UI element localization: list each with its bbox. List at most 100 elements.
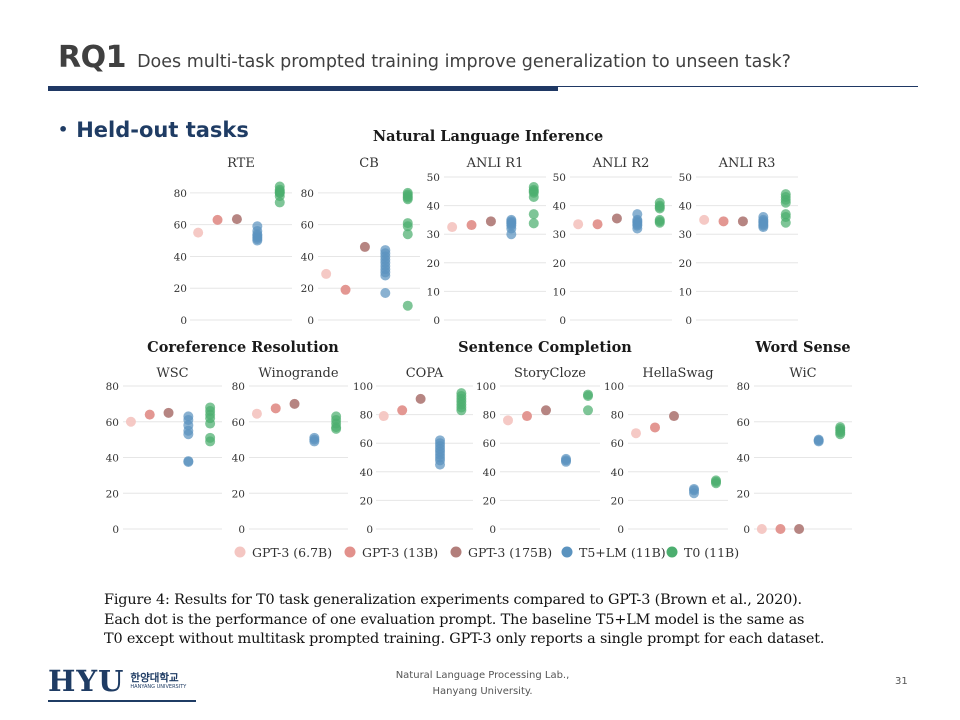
- data-point-gpt-3-13b: [466, 220, 477, 231]
- data-point-gpt-3-175b: [163, 407, 174, 418]
- y-tick-label: 0: [743, 524, 750, 536]
- data-point-gpt-3-175b: [359, 241, 370, 252]
- data-point-gpt-3-6-7b: [251, 408, 262, 419]
- y-tick-label: 20: [737, 488, 750, 500]
- y-tick-label: 80: [611, 410, 624, 422]
- caption-line: Figure 4: Results for T0 task generaliza…: [104, 592, 802, 608]
- data-point-t0-11b: [205, 436, 216, 447]
- data-point-gpt-3-13b: [212, 214, 223, 225]
- group-title: Word Sense: [754, 339, 850, 356]
- footer-line: Natural Language Processing Lab.,: [395, 670, 570, 681]
- panel-title: COPA: [406, 366, 444, 381]
- y-tick-label: 40: [737, 453, 750, 465]
- data-point-gpt-3-175b: [541, 405, 551, 416]
- y-tick-label: 10: [553, 286, 566, 298]
- y-tick-label: 0: [112, 524, 119, 536]
- data-point-gpt-3-175b: [669, 411, 679, 422]
- y-tick-label: 60: [737, 417, 750, 429]
- y-tick-label: 60: [483, 438, 496, 450]
- data-point-t0-11b: [711, 478, 721, 489]
- y-tick-label: 80: [737, 381, 750, 393]
- data-point-gpt-3-6-7b: [378, 411, 389, 422]
- data-point-gpt-3-6-7b: [756, 524, 767, 534]
- legend-marker: [234, 546, 246, 558]
- data-point-t0-11b: [654, 217, 665, 228]
- data-point-t0-11b: [528, 192, 539, 203]
- y-tick-label: 0: [180, 315, 187, 327]
- data-point-t0-11b: [780, 197, 791, 208]
- panel-title: HellaSwag: [642, 366, 713, 381]
- caption-line: T0 except without multitask prompted tra…: [104, 631, 825, 647]
- y-tick-label: 100: [604, 381, 624, 393]
- legend-marker: [450, 546, 462, 558]
- title-divider-accent: [48, 86, 558, 91]
- panel-title: WSC: [156, 366, 188, 381]
- data-point-t5-lm-11b: [380, 287, 391, 298]
- slide-title: RQ1 Does multi-task prompted training im…: [58, 40, 791, 75]
- y-tick-label: 20: [679, 258, 692, 270]
- data-point-gpt-3-175b: [794, 524, 805, 534]
- legend-marker: [666, 546, 678, 558]
- y-tick-label: 20: [427, 258, 440, 270]
- data-point-gpt-3-6-7b: [503, 415, 513, 426]
- panel-title: ANLI R2: [592, 156, 650, 171]
- data-point-gpt-3-6-7b: [193, 227, 204, 238]
- y-tick-label: 30: [679, 229, 692, 241]
- footer-lab: Natural Language Processing Lab., Hanyan…: [360, 668, 605, 700]
- y-tick-label: 60: [360, 438, 373, 450]
- data-point-t0-11b: [780, 217, 791, 228]
- logo-underline: [48, 700, 196, 702]
- y-tick-label: 50: [679, 172, 692, 184]
- data-point-t0-11b: [402, 221, 413, 232]
- data-point-gpt-3-175b: [231, 214, 242, 225]
- data-point-t0-11b: [402, 194, 413, 205]
- data-point-gpt-3-13b: [718, 216, 729, 227]
- y-tick-label: 20: [232, 488, 245, 500]
- panel-title: Winogrande: [258, 366, 338, 381]
- caption-line: Each dot is the performance of one evalu…: [104, 611, 805, 628]
- data-point-gpt-3-6-7b: [573, 219, 584, 230]
- bullet-text: Held-out tasks: [76, 118, 249, 142]
- data-point-t5-lm-11b: [183, 456, 194, 467]
- y-tick-label: 10: [427, 286, 440, 298]
- y-tick-label: 80: [174, 188, 187, 200]
- y-tick-label: 30: [427, 229, 440, 241]
- legend-marker: [344, 546, 356, 558]
- data-point-t5-lm-11b: [758, 222, 769, 233]
- figure-caption: Figure 4: Results for T0 task generaliza…: [104, 591, 864, 650]
- data-point-gpt-3-6-7b: [631, 428, 641, 439]
- panel-title: ANLI R1: [466, 156, 524, 171]
- footer-line: Hanyang University.: [432, 686, 533, 697]
- data-point-gpt-3-13b: [522, 411, 532, 422]
- legend-label: GPT-3 (175B): [468, 545, 552, 560]
- y-tick-label: 40: [611, 467, 624, 479]
- data-point-t0-11b: [205, 418, 216, 429]
- y-tick-label: 0: [685, 315, 692, 327]
- y-tick-label: 40: [553, 201, 566, 213]
- data-point-t0-11b: [583, 405, 593, 416]
- data-point-gpt-3-13b: [340, 284, 351, 295]
- data-point-t0-11b: [456, 405, 467, 416]
- data-point-t5-lm-11b: [183, 429, 194, 440]
- data-point-t0-11b: [402, 229, 413, 240]
- y-tick-label: 30: [553, 229, 566, 241]
- data-point-t0-11b: [331, 423, 342, 434]
- y-tick-label: 40: [301, 251, 314, 263]
- y-tick-label: 0: [433, 315, 440, 327]
- y-tick-label: 40: [679, 201, 692, 213]
- data-point-t5-lm-11b: [689, 488, 699, 499]
- data-point-gpt-3-6-7b: [699, 214, 710, 225]
- y-tick-label: 10: [679, 286, 692, 298]
- research-question: Does multi-task prompted training improv…: [137, 52, 791, 72]
- bullet-dot-icon: •: [58, 120, 69, 139]
- data-point-gpt-3-175b: [737, 216, 748, 227]
- y-tick-label: 20: [174, 283, 187, 295]
- data-point-t0-11b: [835, 429, 846, 440]
- data-point-gpt-3-13b: [650, 422, 660, 433]
- data-point-gpt-3-13b: [775, 524, 786, 534]
- legend-marker: [561, 546, 573, 558]
- y-tick-label: 20: [611, 495, 624, 507]
- y-tick-label: 50: [553, 172, 566, 184]
- y-tick-label: 40: [427, 201, 440, 213]
- y-tick-label: 20: [553, 258, 566, 270]
